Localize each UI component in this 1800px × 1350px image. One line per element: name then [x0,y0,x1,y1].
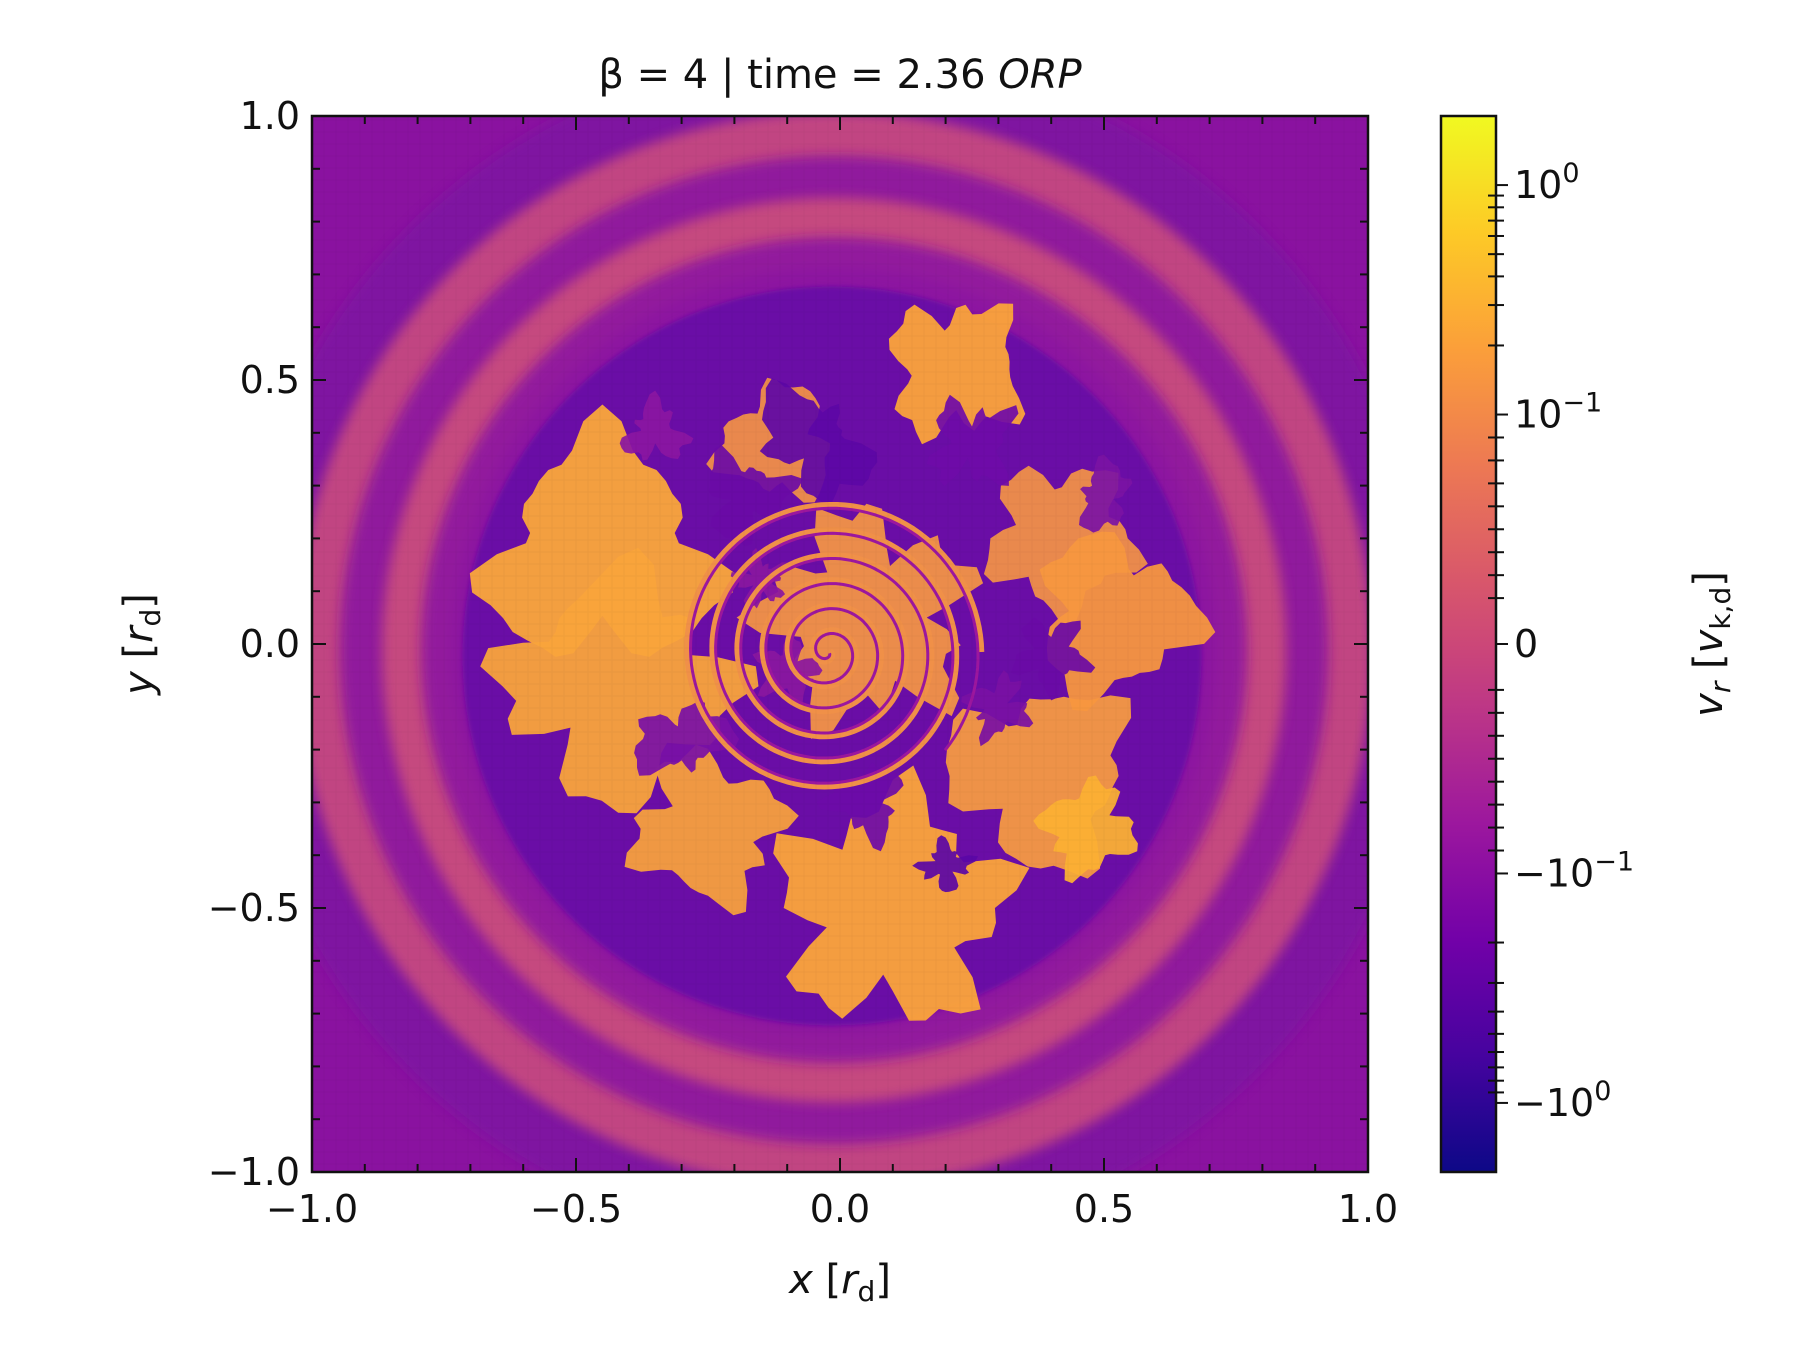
cb-label-open: [ [1686,653,1732,681]
y-axis-label: y [rd] [116,593,167,696]
cb-label-var: v [1686,692,1732,717]
colorbar-tick-exponent: −1 [1562,388,1602,419]
x-tick-label: 1.0 [1338,1187,1398,1231]
colorbar-tick-base: −10 [1514,1081,1594,1125]
colorbar-tick-label: 100 [1514,158,1580,207]
colorbar-tick-label: −10−1 [1514,846,1634,895]
y-label-open: [ [116,643,162,671]
colorbar-tick-label: 0 [1514,622,1538,666]
colorbar-tick-base: 10 [1514,163,1562,207]
y-label-sub: d [134,609,167,627]
x-tick-label: −1.0 [266,1187,358,1231]
colorbar-tick-exponent: 0 [1594,1076,1611,1107]
colorbar-label: vr [vk,d] [1686,571,1737,717]
grid-texture [312,116,1368,1172]
y-label-sym: r [116,624,162,643]
x-tick-label: 0.0 [810,1187,870,1231]
y-tick-label: 0.0 [240,622,300,666]
y-tick-label: −1.0 [208,1150,300,1194]
y-tick-label: 1.0 [240,94,300,138]
colorbar-tick-exponent: −1 [1594,846,1634,877]
colorbar-tick-base: 10 [1514,393,1562,437]
x-tick-label: −0.5 [530,1187,622,1231]
cb-label-sym: v [1686,628,1732,653]
chart-title: β = 4 | time = 2.36 ORP [598,52,1082,98]
colorbar-fill [1441,116,1496,1172]
x-label-close: ] [875,1257,891,1303]
x-label-sub: d [858,1275,876,1308]
y-tick-label: −0.5 [208,886,300,930]
x-tick-label: 0.5 [1074,1187,1134,1231]
y-tick-label: 0.5 [240,358,300,402]
x-label-open: [ [813,1257,841,1303]
y-label-close: ] [116,593,162,609]
title-unit: ORP [998,52,1082,98]
colorbar-tick-exponent: 0 [1562,158,1579,189]
x-axis-label: x [rd] [787,1257,891,1308]
colorbar-tick-base: −10 [1514,851,1594,895]
cb-label-sub: k,d [1704,587,1737,630]
cb-label-var-sub: r [1704,680,1737,693]
axis-ticks [311,115,1369,1173]
title-prefix: β = 4 | time = 2.36 [598,52,998,98]
x-label-var: x [787,1257,813,1303]
axis-tick-labels: −1.0 −0.5 0.0 0.5 1.0 −1.0 −0.5 0.0 0.5 1.0 [208,94,1399,1231]
heatmap-image [312,116,1368,1172]
colorbar-tick-label: −100 [1514,1076,1611,1125]
y-label-var: y [116,670,162,696]
x-label-sym: r [841,1257,860,1303]
cb-label-close: ] [1686,571,1732,587]
colorbar-tick-label: 10−1 [1514,388,1602,437]
